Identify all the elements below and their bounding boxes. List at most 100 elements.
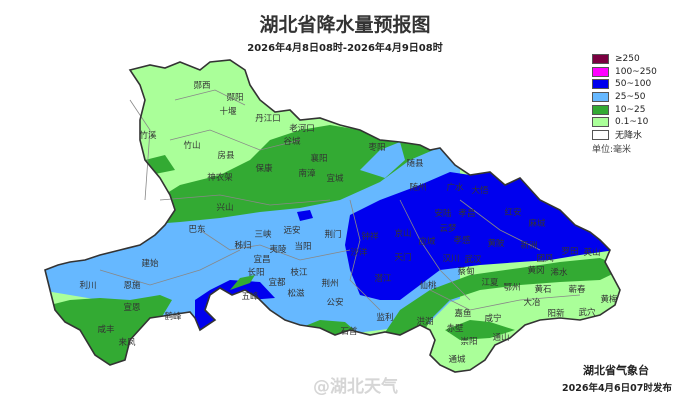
place-label: 黄冈 [527, 265, 544, 276]
zone-25-50-suizhou [360, 142, 405, 178]
place-label: 松滋 [287, 288, 305, 299]
place-label: 随州 [409, 182, 426, 193]
place-label: 洪湖 [416, 316, 433, 327]
place-label: 应城 [418, 236, 436, 247]
place-label: 嘉鱼 [454, 308, 471, 319]
place-label: 神农架 [207, 172, 233, 183]
legend-label: 100~250 [615, 66, 657, 77]
legend-item: 无降水 [592, 129, 657, 142]
place-label: 阳新 [547, 308, 565, 319]
legend-swatch [592, 54, 609, 65]
place-label: 仙桃 [419, 280, 437, 291]
county-border [159, 194, 331, 206]
legend-swatch [592, 79, 609, 90]
place-label: 罗田 [561, 247, 578, 257]
legend-unit: 单位:毫米 [592, 145, 632, 156]
place-label: 汉川 [442, 254, 459, 264]
legend-swatch [592, 104, 609, 115]
zone-50-100-small [297, 210, 313, 221]
place-label: 郧西 [193, 81, 210, 91]
place-label: 三峡 [254, 229, 272, 240]
place-label: 随县 [406, 158, 424, 169]
agency-name: 湖北省气象台 [583, 364, 649, 377]
place-label: 咸宁 [484, 313, 501, 324]
county-border [169, 129, 301, 151]
place-label: 黄梅 [600, 294, 618, 305]
legend-item: 0.1~10 [592, 116, 657, 129]
legend-item: ≥250 [592, 53, 657, 66]
county-border [399, 199, 471, 301]
place-label: 云梦 [439, 224, 457, 234]
zone-25-50 [45, 145, 460, 340]
page-title: 湖北省降水量预报图 [259, 14, 431, 36]
place-label: 孝感 [453, 235, 471, 246]
place-label: 十堰 [219, 106, 237, 117]
zone-10-25-xuanen [230, 275, 255, 290]
place-label: 武汉 [464, 254, 482, 265]
place-label: 长阳 [247, 267, 264, 278]
place-label: 江夏 [481, 278, 499, 288]
place-label: 天门 [394, 252, 411, 263]
legend-item: 50~100 [592, 78, 657, 91]
legend-swatch [592, 66, 609, 77]
legend-swatch [592, 92, 609, 103]
legend-swatch [592, 117, 609, 128]
legend-label: 25~50 [615, 92, 646, 103]
place-label: 南漳 [298, 168, 316, 179]
place-label: 房县 [217, 150, 235, 161]
place-label: 兴山 [216, 202, 233, 213]
place-label: 老河口 [289, 123, 315, 134]
place-label: 秭归 [234, 240, 251, 251]
place-label: 咸丰 [97, 324, 115, 335]
place-label: 来凤 [118, 338, 136, 348]
watermark: @湖北天气 [313, 377, 398, 397]
place-label: 通城 [448, 354, 466, 365]
place-label: 红安 [504, 207, 521, 218]
county-border [174, 89, 246, 106]
province-outline [44, 59, 621, 373]
place-label: 建始 [141, 258, 159, 269]
place-label: 荆门 [324, 229, 341, 240]
place-label: 京山 [394, 228, 411, 239]
place-label: 安陆 [434, 208, 452, 219]
place-label: 英山 [583, 247, 600, 258]
legend-label: 10~25 [615, 104, 646, 115]
legend-item: 25~50 [592, 91, 657, 104]
county-border [459, 199, 541, 251]
place-label: 大悟 [471, 185, 489, 196]
legend-label: 50~100 [615, 79, 652, 90]
place-label: 襄阳 [310, 153, 327, 164]
place-label: 枣阳 [368, 142, 385, 153]
place-label: 通山 [492, 332, 509, 343]
place-label: 宜城 [326, 173, 344, 184]
place-label: 夷陵 [269, 244, 287, 255]
place-label: 蕲春 [568, 284, 586, 295]
place-label: 赤壁 [446, 323, 464, 334]
place-label: 当阳 [294, 241, 311, 252]
place-label: 监利 [376, 312, 393, 323]
place-label: 谷城 [283, 137, 301, 147]
place-label: 孝昌 [458, 209, 475, 219]
zone-10-25-southeast [380, 258, 620, 340]
legend-label: 无降水 [615, 131, 643, 142]
county-border [429, 289, 581, 311]
place-label: 武穴 [578, 307, 596, 318]
legend-swatch [592, 129, 609, 140]
place-label: 大冶 [523, 297, 541, 308]
place-label: 利川 [79, 280, 96, 291]
place-label: 潜江 [374, 273, 392, 284]
place-label: 郧阳 [226, 93, 243, 103]
issue-time: 2026年4月6日07时发布 [562, 383, 672, 394]
place-label: 沙洋 [350, 247, 368, 258]
place-label: 竹溪 [139, 130, 157, 141]
place-label: 黄陂 [487, 238, 505, 249]
place-label: 丹江口 [255, 114, 281, 124]
county-border [199, 229, 351, 261]
place-label: 鄂州 [503, 283, 520, 293]
zone-10-25-north [140, 125, 440, 225]
place-label: 五峰 [241, 291, 259, 302]
place-label: 团风 [536, 254, 554, 264]
place-label: 新洲 [520, 240, 537, 251]
